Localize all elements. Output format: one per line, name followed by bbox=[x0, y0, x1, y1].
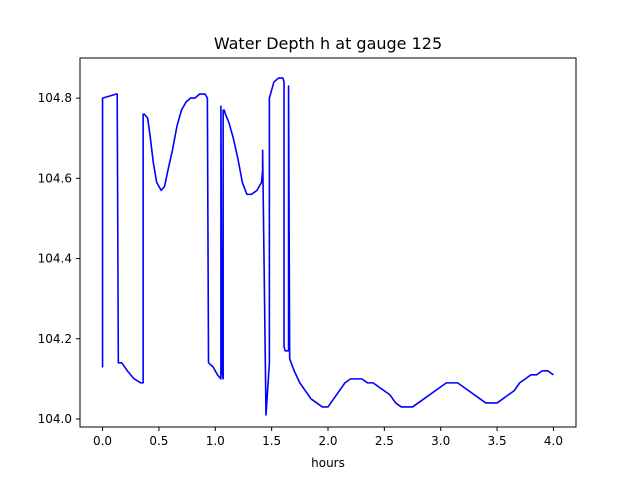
x-tick-label: 2.5 bbox=[375, 434, 394, 448]
y-tick-label: 104.6 bbox=[38, 171, 72, 185]
x-tick-label: 1.0 bbox=[206, 434, 225, 448]
y-axis-ticks: 104.0 104.2 104.4 104.6 104.8 bbox=[38, 91, 80, 426]
y-tick-label: 104.0 bbox=[38, 412, 72, 426]
plot-area-background bbox=[80, 58, 576, 427]
x-tick-label: 0.5 bbox=[149, 434, 168, 448]
x-axis-label: hours bbox=[311, 456, 345, 470]
y-tick-label: 104.8 bbox=[38, 91, 72, 105]
x-tick-label: 4.0 bbox=[544, 434, 563, 448]
y-tick-label: 104.4 bbox=[38, 252, 72, 266]
plot-frame bbox=[79, 57, 577, 428]
chart-title: Water Depth h at gauge 125 bbox=[214, 34, 442, 53]
series-layer bbox=[101, 77, 554, 416]
x-tick-label: 3.5 bbox=[488, 434, 507, 448]
x-tick-label: 3.0 bbox=[431, 434, 450, 448]
series-line-1 bbox=[101, 77, 554, 416]
y-tick-label: 104.2 bbox=[38, 332, 72, 346]
x-axis-ticks: 0.0 0.5 1.0 1.5 2.0 2.5 3.0 3.5 4.0 bbox=[93, 427, 563, 448]
x-tick-label: 1.5 bbox=[262, 434, 281, 448]
x-tick-label: 0.0 bbox=[93, 434, 112, 448]
x-tick-label: 2.0 bbox=[318, 434, 337, 448]
